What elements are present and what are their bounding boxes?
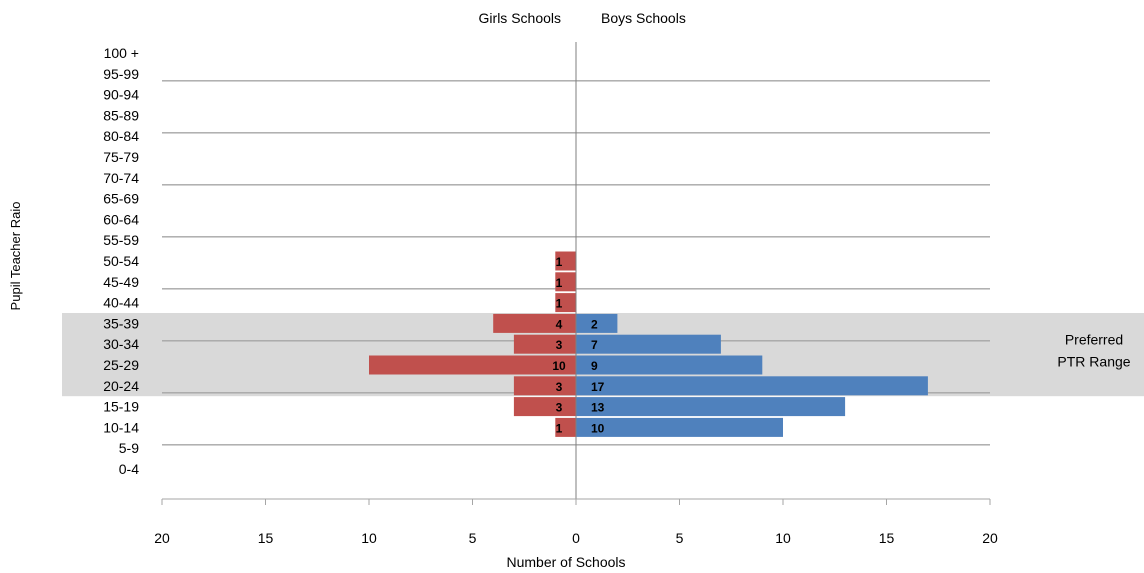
x-axis-title: Number of Schools [506, 554, 625, 570]
boys-data-label: 17 [591, 380, 605, 394]
y-tick-label: 100 + [104, 45, 139, 61]
x-tick-label: 15 [879, 530, 895, 546]
y-tick-label: 90-94 [103, 87, 139, 103]
y-tick-label: 55-59 [103, 232, 139, 248]
girls-data-label: 3 [556, 338, 563, 352]
y-tick-label: 60-64 [103, 211, 139, 227]
girls-bar [513, 334, 576, 354]
y-tick-label: 75-79 [103, 149, 139, 165]
y-tick-label: 70-74 [103, 170, 139, 186]
girls-data-label: 1 [556, 421, 563, 435]
boys-data-label: 7 [591, 338, 598, 352]
highlight-label-line: PTR Range [1057, 354, 1130, 370]
girls-bar [493, 313, 576, 333]
girls-data-label: 1 [556, 255, 563, 269]
y-tick-label: 95-99 [103, 66, 139, 82]
boys-bar [576, 334, 721, 354]
y-tick-label: 80-84 [103, 128, 139, 144]
preferred-ptr-range-label: Preferred PTR Range [1057, 332, 1130, 370]
y-tick-label: 10-14 [103, 419, 139, 435]
x-tick-label: 20 [982, 530, 998, 546]
y-tick-label: 85-89 [103, 107, 139, 123]
y-tick-label: 5-9 [119, 440, 139, 456]
x-tick-label: 5 [469, 530, 477, 546]
y-axis-title: Pupil Teacher Raio [8, 202, 23, 311]
y-tick-label: 20-24 [103, 378, 139, 394]
girls-data-label: 3 [556, 380, 563, 394]
boys-data-label: 9 [591, 359, 598, 373]
y-tick-label: 45-49 [103, 274, 139, 290]
girls-data-label: 4 [556, 317, 563, 331]
girls-data-label: 3 [556, 401, 563, 415]
boys-data-label: 2 [591, 317, 598, 331]
x-tick-label: 5 [676, 530, 684, 546]
boys-bar [576, 376, 928, 396]
girls-data-label: 1 [556, 276, 563, 290]
x-tick-label: 10 [775, 530, 791, 546]
y-tick-label: 35-39 [103, 315, 139, 331]
boys-bar [576, 417, 783, 437]
girls-bar [555, 251, 576, 271]
x-tick-label: 20 [154, 530, 170, 546]
y-tick-label: 15-19 [103, 399, 139, 415]
girls-bar [555, 417, 576, 437]
girls-bar [555, 293, 576, 313]
boys-bar [576, 355, 763, 375]
y-tick-label: 25-29 [103, 357, 139, 373]
y-tick-label: 40-44 [103, 295, 139, 311]
boys-data-label: 10 [591, 421, 605, 435]
girls-schools-header: Girls Schools [479, 10, 561, 26]
boys-schools-header: Boys Schools [601, 10, 686, 26]
y-tick-label: 50-54 [103, 253, 139, 269]
y-tick-label: 65-69 [103, 191, 139, 207]
girls-data-label: 1 [556, 297, 563, 311]
y-tick-label: 30-34 [103, 336, 139, 352]
highlight-label-line: Preferred [1065, 332, 1123, 348]
girls-bar [513, 397, 576, 417]
girls-bar [369, 355, 576, 375]
x-tick-label: 0 [572, 530, 580, 546]
girls-bar [513, 376, 576, 396]
boys-bar [576, 397, 846, 417]
girls-data-label: 10 [552, 359, 566, 373]
y-tick-label: 0-4 [119, 461, 139, 477]
x-tick-label: 10 [361, 530, 377, 546]
girls-bar [555, 272, 576, 292]
boys-data-label: 13 [591, 401, 605, 415]
boys-bar [576, 313, 618, 333]
x-tick-label: 15 [258, 530, 274, 546]
